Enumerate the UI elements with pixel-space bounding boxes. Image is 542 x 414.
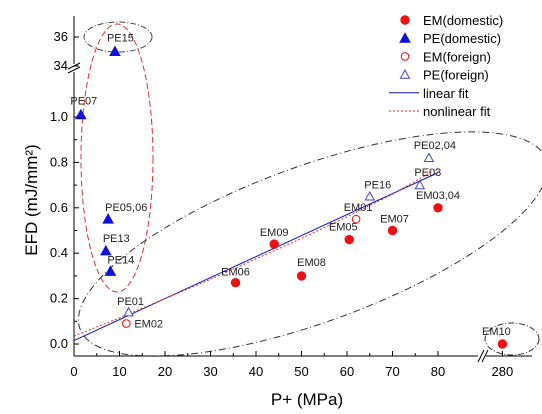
x-axis-title: P+ (MPa) bbox=[271, 390, 343, 409]
legend-label: EM(foreign) bbox=[423, 49, 491, 64]
cluster-ellipses bbox=[77, 21, 542, 357]
y-tick-label: 0.2 bbox=[50, 291, 68, 306]
point-label: PE03 bbox=[414, 167, 441, 179]
point-label: PE02,04 bbox=[414, 140, 456, 152]
point-label: EM06 bbox=[221, 267, 250, 279]
em-cluster-ellipse bbox=[77, 131, 542, 357]
data-point bbox=[269, 239, 279, 249]
x-tick-label: 40 bbox=[249, 364, 263, 379]
x-tick-label: 80 bbox=[431, 364, 445, 379]
data-point bbox=[387, 225, 398, 236]
y-axis-title: EFD (mJ/mm²) bbox=[22, 144, 41, 255]
legend-label: linear fit bbox=[423, 86, 469, 101]
em10-ellipse bbox=[484, 322, 540, 356]
point-label: EM09 bbox=[260, 227, 289, 239]
data-point bbox=[296, 271, 307, 281]
axes: 0 10 20 30 40 50 60 70 80 280 0.0 0.2 0.4 0.6 0.8 1.0 34… bbox=[50, 16, 532, 379]
point-label: EM02 bbox=[134, 319, 163, 331]
data-point bbox=[123, 306, 134, 317]
point-label: PE14 bbox=[107, 254, 134, 266]
series-em-foreign: EM02 EM01 bbox=[122, 202, 373, 331]
point-label: EM07 bbox=[380, 214, 409, 226]
y-tick-label: 0.4 bbox=[50, 245, 68, 260]
data-point bbox=[364, 190, 376, 201]
y-tick-label: 0.0 bbox=[50, 336, 68, 351]
y-axis-break-mark bbox=[67, 66, 81, 74]
legend-entry-em_for: EM(foreign) bbox=[400, 49, 491, 64]
data-points: EM06 EM09 EM08 EM05 EM07 EM03,04 EM10 PE07 PE05,… bbox=[70, 33, 511, 349]
point-label: EM05 bbox=[329, 222, 358, 234]
legend-entry-linear: linear fit bbox=[389, 86, 469, 101]
x-tick-label: 60 bbox=[340, 364, 354, 379]
y-tick-label: 1.0 bbox=[50, 109, 68, 124]
legend-entry-em_dom: EM(domestic) bbox=[400, 13, 503, 28]
data-point bbox=[74, 108, 87, 120]
data-point bbox=[102, 213, 114, 224]
x-axis-break-mark bbox=[477, 349, 485, 363]
data-point bbox=[109, 45, 121, 56]
legend-marker bbox=[400, 52, 410, 61]
legend-label: nonlinear fit bbox=[423, 104, 491, 119]
x-tick-label: 280 bbox=[492, 364, 514, 379]
data-point bbox=[433, 203, 443, 213]
series-pe-domestic: PE07 PE05,06 PE13 PE14 PE15 bbox=[70, 33, 147, 276]
x-tick-label: 10 bbox=[112, 364, 126, 379]
legend-entry-pe_dom: PE(domestic) bbox=[399, 31, 501, 46]
x-axis-break-mark bbox=[481, 349, 489, 363]
legend-entry-nonlinear: nonlinear fit bbox=[389, 104, 491, 119]
legend-entry-pe_for: PE(foreign) bbox=[399, 68, 489, 83]
legend-label: EM(domestic) bbox=[423, 13, 503, 28]
point-label: PE13 bbox=[103, 233, 130, 245]
legend-label: PE(foreign) bbox=[423, 68, 489, 83]
legend-marker bbox=[400, 15, 410, 25]
point-label: EM01 bbox=[344, 202, 373, 214]
x-tick-label: 50 bbox=[294, 364, 308, 379]
point-label: PE07 bbox=[70, 96, 97, 108]
point-label: PE15 bbox=[107, 33, 134, 45]
point-label: PE05,06 bbox=[105, 202, 147, 214]
data-point bbox=[351, 214, 361, 224]
data-point bbox=[230, 278, 241, 288]
x-tick-label: 70 bbox=[385, 364, 399, 379]
data-point bbox=[423, 152, 435, 162]
x-tick-label: 0 bbox=[70, 364, 77, 379]
point-label: EM08 bbox=[297, 257, 326, 269]
point-label: EM10 bbox=[482, 326, 511, 338]
legend-marker bbox=[399, 32, 411, 43]
y-tick-label: 0.6 bbox=[50, 200, 68, 215]
point-label: PE01 bbox=[117, 296, 144, 308]
data-point bbox=[122, 319, 131, 328]
pe-cluster-ellipse bbox=[80, 23, 154, 293]
y-tick-label: 36 bbox=[54, 29, 68, 44]
pe15-ellipse bbox=[83, 21, 153, 53]
y-tick-label: 0.8 bbox=[50, 154, 68, 169]
data-point bbox=[497, 339, 508, 349]
data-point bbox=[100, 244, 112, 256]
data-point bbox=[414, 179, 426, 190]
legend-marker bbox=[399, 69, 411, 79]
series-em-domestic: EM06 EM09 EM08 EM05 EM07 EM03,04 EM10 bbox=[221, 190, 511, 349]
nonlinear-fit-line bbox=[73, 167, 439, 337]
x-tick-label: 20 bbox=[158, 364, 172, 379]
data-point bbox=[344, 234, 354, 245]
point-label: PE16 bbox=[364, 179, 391, 191]
x-tick-label: 30 bbox=[203, 364, 217, 379]
y-tick-label: 34 bbox=[54, 58, 68, 73]
series-pe-foreign: PE01 PE16 PE03 PE02,04 bbox=[117, 140, 456, 317]
legend-label: PE(domestic) bbox=[423, 31, 501, 46]
linear-fit-line bbox=[73, 172, 439, 342]
fit-lines bbox=[73, 167, 439, 342]
point-label: EM03,04 bbox=[416, 190, 460, 202]
legend: EM(domestic) PE(domestic) EM(foreign) PE(fo… bbox=[389, 13, 503, 119]
data-point bbox=[104, 265, 117, 276]
